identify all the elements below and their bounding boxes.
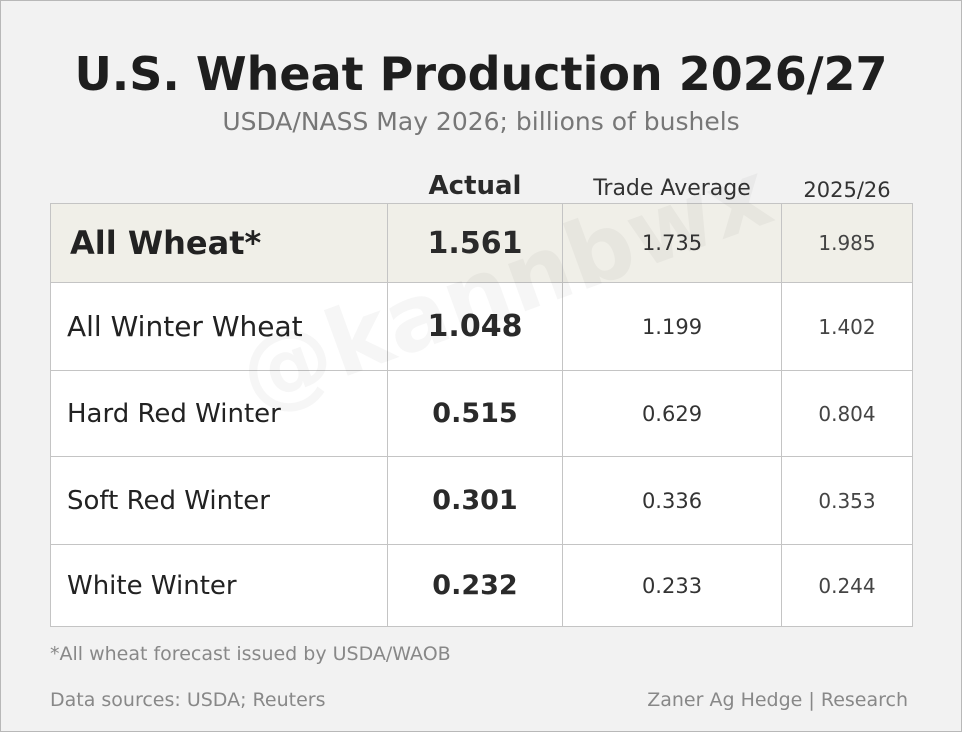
footnote: *All wheat forecast issued by USDA/WAOB: [50, 643, 451, 665]
row-label: All Winter Wheat: [51, 283, 388, 371]
actual-value: 0.515: [388, 371, 563, 457]
row-label: Soft Red Winter: [51, 457, 388, 545]
prior-year-value: 0.353: [782, 457, 913, 545]
prior-year-value: 0.244: [782, 545, 913, 627]
row-label: All Wheat*: [51, 204, 388, 283]
actual-value: 0.301: [388, 457, 563, 545]
table-row-white-winter: White Winter 0.232 0.233 0.244: [51, 545, 913, 627]
actual-value: 0.232: [388, 545, 563, 627]
column-header-actual: Actual: [428, 171, 522, 201]
trade-average-value: 0.233: [563, 545, 782, 627]
row-label: White Winter: [51, 545, 388, 627]
prior-year-value: 1.402: [782, 283, 913, 371]
trade-average-value: 1.199: [563, 283, 782, 371]
chart-title: U.S. Wheat Production 2026/27: [74, 47, 888, 101]
actual-value: 1.561: [388, 204, 563, 283]
table-row-all-wheat: All Wheat* 1.561 1.735 1.985: [51, 204, 913, 283]
table-row-soft-red-winter: Soft Red Winter 0.301 0.336 0.353: [51, 457, 913, 545]
chart-subtitle: USDA/NASS May 2026; billions of bushels: [222, 107, 740, 136]
column-header-trade-average: Trade Average: [593, 176, 751, 201]
credit: Zaner Ag Hedge | Research: [647, 689, 908, 711]
prior-year-value: 0.804: [782, 371, 913, 457]
prior-year-value: 1.985: [782, 204, 913, 283]
trade-average-value: 0.629: [563, 371, 782, 457]
trade-average-value: 1.735: [563, 204, 782, 283]
data-sources: Data sources: USDA; Reuters: [50, 689, 326, 711]
column-header-prior-year: 2025/26: [803, 178, 891, 202]
row-label: Hard Red Winter: [51, 371, 388, 457]
trade-average-value: 0.336: [563, 457, 782, 545]
table-row-all-winter-wheat: All Winter Wheat 1.048 1.199 1.402: [51, 283, 913, 371]
actual-value: 1.048: [388, 283, 563, 371]
data-table: All Wheat* 1.561 1.735 1.985 All Winter …: [50, 203, 913, 627]
table-row-hard-red-winter: Hard Red Winter 0.515 0.629 0.804: [51, 371, 913, 457]
